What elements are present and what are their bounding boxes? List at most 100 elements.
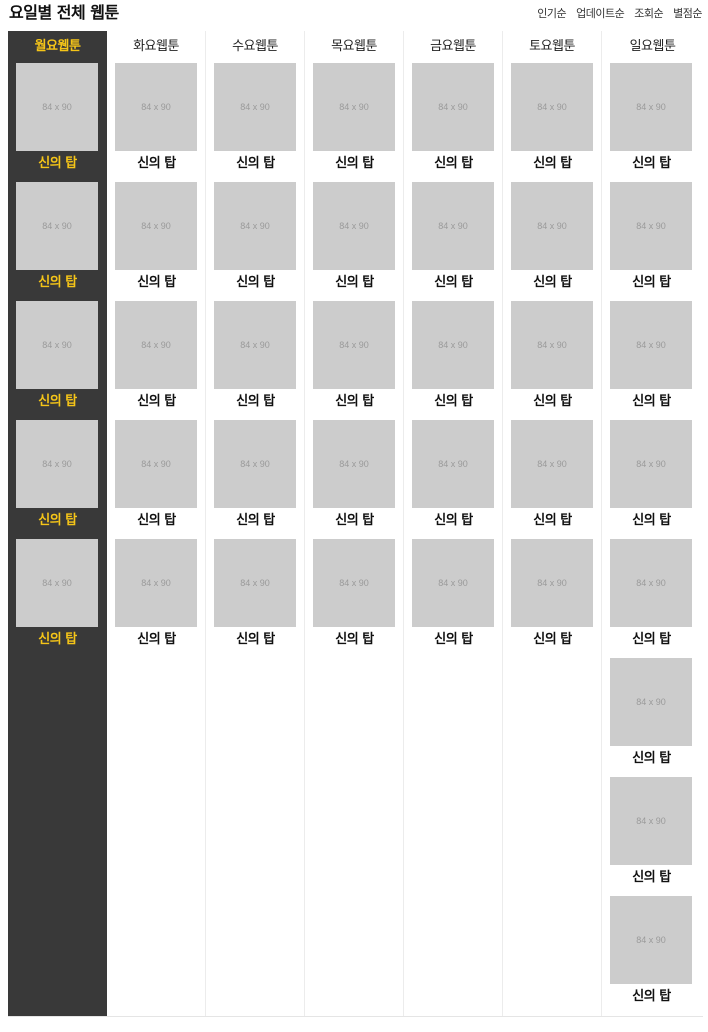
comic-title[interactable]: 신의 탑 — [533, 156, 572, 171]
comic-thumbnail[interactable]: 84 x 90 — [16, 539, 98, 627]
comic-thumbnail[interactable]: 84 x 90 — [214, 420, 296, 508]
comic-item[interactable]: 84 x 90 신의 탑 — [8, 182, 107, 301]
comic-thumbnail[interactable]: 84 x 90 — [214, 182, 296, 270]
comic-title[interactable]: 신의 탑 — [632, 989, 671, 1004]
comic-title[interactable]: 신의 탑 — [236, 513, 275, 528]
comic-thumbnail[interactable]: 84 x 90 — [412, 182, 494, 270]
day-tab-wed[interactable]: 수요웹툰 — [232, 39, 278, 54]
comic-item[interactable]: 84 x 90 신의 탑 — [602, 658, 701, 777]
sort-updated[interactable]: 업데이트순 — [576, 7, 625, 20]
comic-item[interactable]: 84 x 90 신의 탑 — [107, 420, 206, 539]
comic-thumbnail[interactable]: 84 x 90 — [16, 63, 98, 151]
comic-thumbnail[interactable]: 84 x 90 — [412, 539, 494, 627]
comic-title[interactable]: 신의 탑 — [38, 513, 77, 528]
comic-title[interactable]: 신의 탑 — [236, 632, 275, 647]
comic-item[interactable]: 84 x 90 신의 탑 — [404, 539, 503, 658]
comic-thumbnail[interactable]: 84 x 90 — [115, 63, 197, 151]
comic-thumbnail[interactable]: 84 x 90 — [511, 182, 593, 270]
comic-item[interactable]: 84 x 90 신의 탑 — [602, 539, 701, 658]
comic-thumbnail[interactable]: 84 x 90 — [610, 539, 692, 627]
day-tab-thu[interactable]: 목요웹툰 — [331, 39, 377, 54]
comic-item[interactable]: 84 x 90 신의 탑 — [503, 539, 602, 658]
comic-item[interactable]: 84 x 90 신의 탑 — [8, 301, 107, 420]
comic-thumbnail[interactable]: 84 x 90 — [16, 301, 98, 389]
comic-thumbnail[interactable]: 84 x 90 — [511, 301, 593, 389]
comic-item[interactable]: 84 x 90 신의 탑 — [305, 539, 404, 658]
comic-item[interactable]: 84 x 90 신의 탑 — [404, 301, 503, 420]
sort-views[interactable]: 조회순 — [634, 7, 664, 20]
comic-title[interactable]: 신의 탑 — [236, 156, 275, 171]
comic-thumbnail[interactable]: 84 x 90 — [412, 301, 494, 389]
comic-item[interactable]: 84 x 90 신의 탑 — [305, 63, 404, 182]
comic-thumbnail[interactable]: 84 x 90 — [115, 182, 197, 270]
comic-item[interactable]: 84 x 90 신의 탑 — [305, 182, 404, 301]
comic-thumbnail[interactable]: 84 x 90 — [610, 63, 692, 151]
comic-title[interactable]: 신의 탑 — [632, 870, 671, 885]
comic-title[interactable]: 신의 탑 — [533, 513, 572, 528]
comic-title[interactable]: 신의 탑 — [335, 632, 374, 647]
comic-item[interactable]: 84 x 90 신의 탑 — [206, 63, 305, 182]
comic-title[interactable]: 신의 탑 — [137, 513, 176, 528]
comic-thumbnail[interactable]: 84 x 90 — [412, 420, 494, 508]
day-tab-tue[interactable]: 화요웹툰 — [133, 39, 179, 54]
comic-thumbnail[interactable]: 84 x 90 — [511, 539, 593, 627]
comic-thumbnail[interactable]: 84 x 90 — [610, 301, 692, 389]
comic-item[interactable]: 84 x 90 신의 탑 — [602, 420, 701, 539]
comic-thumbnail[interactable]: 84 x 90 — [115, 539, 197, 627]
day-tab-fri[interactable]: 금요웹툰 — [430, 39, 476, 54]
comic-title[interactable]: 신의 탑 — [533, 394, 572, 409]
comic-item[interactable]: 84 x 90 신의 탑 — [503, 301, 602, 420]
comic-thumbnail[interactable]: 84 x 90 — [16, 182, 98, 270]
comic-thumbnail[interactable]: 84 x 90 — [610, 658, 692, 746]
comic-item[interactable]: 84 x 90 신의 탑 — [503, 420, 602, 539]
comic-thumbnail[interactable]: 84 x 90 — [214, 63, 296, 151]
comic-thumbnail[interactable]: 84 x 90 — [610, 777, 692, 865]
comic-thumbnail[interactable]: 84 x 90 — [610, 896, 692, 984]
comic-item[interactable]: 84 x 90 신의 탑 — [206, 539, 305, 658]
comic-thumbnail[interactable]: 84 x 90 — [511, 420, 593, 508]
comic-item[interactable]: 84 x 90 신의 탑 — [602, 896, 701, 1015]
comic-item[interactable]: 84 x 90 신의 탑 — [107, 301, 206, 420]
comic-item[interactable]: 84 x 90 신의 탑 — [305, 420, 404, 539]
comic-thumbnail[interactable]: 84 x 90 — [115, 301, 197, 389]
day-tab-sat[interactable]: 토요웹툰 — [529, 39, 575, 54]
comic-title[interactable]: 신의 탑 — [335, 156, 374, 171]
comic-title[interactable]: 신의 탑 — [632, 751, 671, 766]
comic-title[interactable]: 신의 탑 — [335, 394, 374, 409]
comic-item[interactable]: 84 x 90 신의 탑 — [8, 420, 107, 539]
comic-item[interactable]: 84 x 90 신의 탑 — [305, 301, 404, 420]
day-tab-sun[interactable]: 일요웹툰 — [629, 39, 676, 54]
comic-item[interactable]: 84 x 90 신의 탑 — [107, 182, 206, 301]
comic-title[interactable]: 신의 탑 — [137, 275, 176, 290]
comic-title[interactable]: 신의 탑 — [632, 156, 671, 171]
comic-title[interactable]: 신의 탑 — [137, 394, 176, 409]
comic-title[interactable]: 신의 탑 — [632, 394, 671, 409]
comic-title[interactable]: 신의 탑 — [236, 394, 275, 409]
comic-title[interactable]: 신의 탑 — [434, 156, 473, 171]
comic-title[interactable]: 신의 탑 — [533, 275, 572, 290]
comic-title[interactable]: 신의 탑 — [38, 275, 77, 290]
comic-thumbnail[interactable]: 84 x 90 — [412, 63, 494, 151]
sort-rating[interactable]: 별점순 — [673, 7, 702, 20]
comic-item[interactable]: 84 x 90 신의 탑 — [107, 63, 206, 182]
comic-item[interactable]: 84 x 90 신의 탑 — [602, 182, 701, 301]
comic-title[interactable]: 신의 탑 — [38, 632, 77, 647]
comic-item[interactable]: 84 x 90 신의 탑 — [602, 777, 701, 896]
comic-title[interactable]: 신의 탑 — [38, 156, 77, 171]
comic-title[interactable]: 신의 탑 — [137, 156, 176, 171]
comic-title[interactable]: 신의 탑 — [137, 632, 176, 647]
sort-popular[interactable]: 인기순 — [537, 7, 567, 20]
comic-item[interactable]: 84 x 90 신의 탑 — [503, 182, 602, 301]
day-tab-mon[interactable]: 월요웹툰 — [34, 39, 81, 54]
comic-title[interactable]: 신의 탑 — [434, 513, 473, 528]
comic-title[interactable]: 신의 탑 — [632, 632, 671, 647]
comic-thumbnail[interactable]: 84 x 90 — [313, 63, 395, 151]
comic-thumbnail[interactable]: 84 x 90 — [115, 420, 197, 508]
comic-title[interactable]: 신의 탑 — [533, 632, 572, 647]
comic-item[interactable]: 84 x 90 신의 탑 — [503, 63, 602, 182]
comic-thumbnail[interactable]: 84 x 90 — [214, 301, 296, 389]
comic-thumbnail[interactable]: 84 x 90 — [313, 182, 395, 270]
comic-thumbnail[interactable]: 84 x 90 — [313, 539, 395, 627]
comic-item[interactable]: 84 x 90 신의 탑 — [206, 182, 305, 301]
comic-item[interactable]: 84 x 90 신의 탑 — [206, 420, 305, 539]
